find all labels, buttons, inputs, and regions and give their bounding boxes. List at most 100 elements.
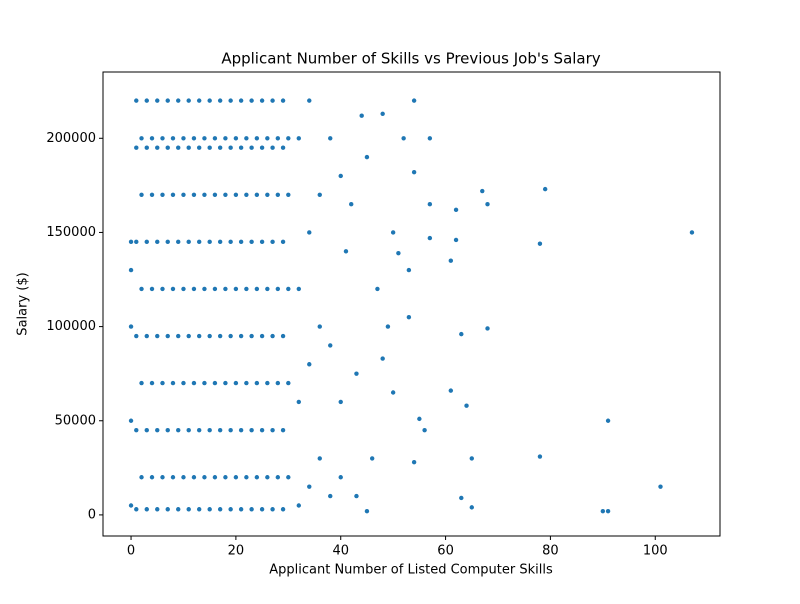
point	[181, 286, 186, 292]
point	[380, 111, 385, 117]
point	[406, 314, 412, 320]
point	[254, 286, 260, 292]
point	[296, 399, 301, 405]
point	[338, 399, 343, 405]
point	[286, 192, 291, 197]
point	[605, 418, 611, 423]
point	[207, 239, 212, 245]
point	[249, 427, 254, 433]
x-tick-label: 0	[127, 544, 135, 559]
point	[411, 169, 417, 175]
point	[207, 507, 212, 512]
point	[238, 507, 244, 512]
point	[385, 324, 391, 329]
point	[228, 333, 233, 339]
point	[254, 380, 260, 386]
point	[139, 380, 144, 386]
point	[265, 475, 270, 480]
point	[265, 286, 270, 292]
point	[139, 286, 144, 292]
point	[128, 503, 134, 508]
point	[181, 192, 186, 197]
point	[196, 145, 202, 150]
point	[128, 324, 134, 329]
point	[228, 145, 233, 150]
point	[170, 286, 176, 292]
point	[296, 503, 301, 508]
point	[223, 475, 228, 480]
point	[134, 333, 139, 339]
point	[537, 454, 543, 459]
point	[155, 507, 160, 512]
point	[427, 201, 433, 207]
point	[223, 380, 228, 386]
point	[249, 507, 254, 512]
point	[170, 192, 176, 197]
point	[605, 508, 611, 514]
point	[244, 380, 249, 386]
point	[280, 98, 286, 103]
point	[186, 427, 191, 433]
point	[448, 388, 454, 393]
point	[191, 136, 197, 141]
point	[155, 427, 160, 433]
y-axis-label: Salary ($)	[16, 272, 31, 335]
point	[244, 192, 249, 197]
point	[165, 507, 170, 512]
point	[170, 380, 176, 386]
x-tick-label: 80	[542, 544, 559, 559]
point	[259, 333, 265, 339]
point	[401, 136, 406, 141]
y-tick-label: 150000	[46, 225, 96, 240]
point	[217, 507, 223, 512]
point	[202, 475, 207, 480]
point	[469, 505, 474, 510]
point	[249, 333, 254, 339]
chart-title: Applicant Number of Skills vs Previous J…	[221, 50, 600, 68]
point	[233, 380, 239, 386]
point	[286, 136, 291, 141]
point	[207, 427, 212, 433]
point	[160, 380, 165, 386]
point	[202, 192, 207, 197]
point	[265, 136, 270, 141]
point	[280, 507, 286, 512]
point	[459, 495, 464, 501]
point	[223, 192, 228, 197]
point	[265, 192, 270, 197]
point	[176, 427, 181, 433]
point	[238, 98, 244, 103]
point	[191, 475, 197, 480]
point	[249, 98, 254, 103]
point	[244, 136, 249, 141]
point	[328, 136, 333, 141]
point	[280, 333, 286, 339]
point	[217, 333, 223, 339]
point	[155, 145, 160, 150]
point	[406, 267, 412, 273]
point	[191, 192, 197, 197]
point	[233, 136, 239, 141]
point	[448, 258, 454, 263]
point	[149, 475, 155, 480]
point	[354, 371, 359, 376]
point	[149, 380, 155, 386]
point	[275, 380, 281, 386]
point	[228, 98, 233, 103]
point	[176, 239, 181, 245]
y-tick-label: 100000	[46, 319, 96, 334]
point	[128, 418, 134, 423]
point	[307, 362, 312, 367]
point	[286, 380, 291, 386]
point	[275, 286, 281, 292]
point	[186, 145, 191, 150]
point	[217, 145, 223, 150]
point	[238, 239, 244, 245]
point	[280, 239, 286, 245]
point	[600, 508, 606, 514]
point	[139, 136, 144, 141]
point	[259, 145, 265, 150]
point	[228, 239, 233, 245]
point	[139, 192, 144, 197]
